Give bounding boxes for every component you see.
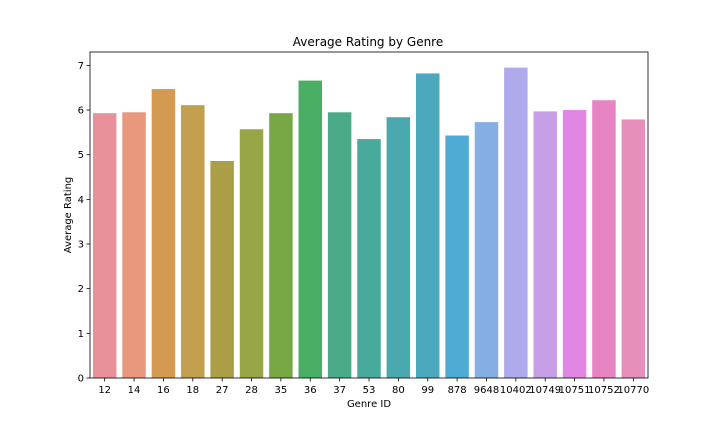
x-tick-label-10751: 10751 bbox=[559, 385, 591, 396]
y-tick-label-0: 0 bbox=[78, 374, 84, 385]
y-tick-label-3: 3 bbox=[78, 240, 84, 251]
bar-10752 bbox=[592, 100, 616, 378]
y-tick-label-4: 4 bbox=[78, 195, 84, 206]
x-tick-label-10749: 10749 bbox=[529, 385, 561, 396]
bar-18 bbox=[181, 105, 205, 378]
x-tick-label-12: 12 bbox=[98, 385, 111, 396]
bar-9648 bbox=[474, 122, 499, 378]
x-axis-ticks: 12 14 16 18 27 28 35 36 37 53 80 99 878 9648 104021074… bbox=[98, 378, 649, 396]
bar-80 bbox=[386, 117, 411, 378]
y-axis-label: Average Rating bbox=[63, 177, 74, 253]
y-tick-label-5: 5 bbox=[78, 150, 84, 161]
x-tick-label-16: 16 bbox=[157, 385, 170, 396]
y-tick-label-6: 6 bbox=[78, 106, 84, 117]
bar-16 bbox=[151, 89, 176, 378]
x-tick-label-14: 14 bbox=[128, 385, 141, 396]
bar-14 bbox=[122, 112, 146, 378]
x-tick-label-80: 80 bbox=[392, 385, 405, 396]
bar-99 bbox=[415, 73, 440, 378]
bar-878 bbox=[445, 135, 469, 378]
chart-title: Average Rating by Genre bbox=[293, 35, 443, 49]
x-tick-label-99: 99 bbox=[421, 385, 434, 396]
x-tick-label-36: 36 bbox=[304, 385, 317, 396]
x-tick-label-18: 18 bbox=[186, 385, 199, 396]
bar-35 bbox=[269, 113, 293, 379]
bars-group bbox=[92, 67, 646, 379]
bar-10402 bbox=[504, 67, 528, 378]
plot-frame bbox=[89, 51, 649, 379]
bar-28 bbox=[239, 129, 264, 378]
bar-10749 bbox=[533, 111, 557, 378]
y-tick-label-2: 2 bbox=[78, 284, 84, 295]
x-tick-label-10752: 10752 bbox=[588, 385, 620, 396]
bar-10770 bbox=[621, 119, 646, 379]
y-tick-label-7: 7 bbox=[78, 61, 84, 72]
y-axis-ticks: 0 1 2 3 4 5 6 7 bbox=[78, 61, 90, 385]
bar-37 bbox=[327, 112, 352, 378]
x-tick-label-27: 27 bbox=[216, 385, 229, 396]
x-tick-label-9648: 9648 bbox=[474, 385, 499, 396]
x-tick-label-10770: 10770 bbox=[617, 385, 649, 396]
bar-36 bbox=[298, 80, 323, 378]
y-tick-label-1: 1 bbox=[78, 329, 84, 340]
bar-10751 bbox=[562, 110, 587, 379]
bar-12 bbox=[92, 113, 117, 379]
x-tick-label-37: 37 bbox=[333, 385, 346, 396]
bar-53 bbox=[357, 139, 381, 378]
x-tick-label-10402: 10402 bbox=[500, 385, 532, 396]
x-tick-label-28: 28 bbox=[245, 385, 258, 396]
bar-27 bbox=[210, 160, 234, 378]
x-axis-label: Genre ID bbox=[347, 399, 391, 410]
x-tick-label-878: 878 bbox=[448, 385, 467, 396]
x-tick-label-35: 35 bbox=[275, 385, 288, 396]
x-tick-label-53: 53 bbox=[363, 385, 376, 396]
